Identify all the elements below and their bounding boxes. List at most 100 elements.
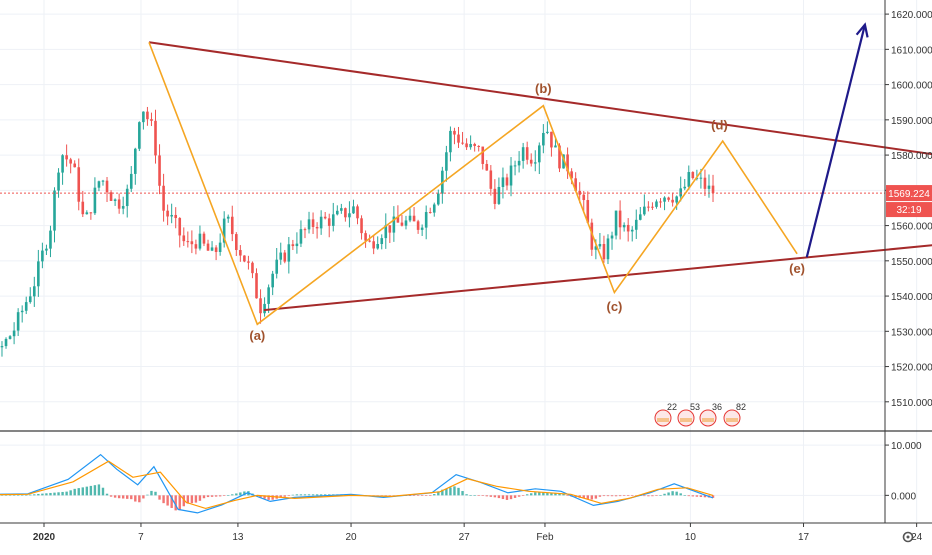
event-badge-count: 36 — [712, 402, 722, 412]
candle — [20, 305, 24, 323]
candle — [85, 210, 89, 215]
candle — [138, 121, 141, 152]
candle — [622, 222, 626, 232]
macd-histogram-bar — [25, 494, 28, 496]
candle — [634, 209, 638, 239]
macd-histogram-bar — [675, 491, 678, 496]
macd-histogram-bar — [231, 494, 234, 496]
projection-arrowhead — [855, 22, 869, 38]
candle — [65, 144, 68, 167]
macd-histogram-bar — [206, 495, 210, 498]
macd-histogram-bar — [315, 494, 319, 496]
candle — [348, 201, 351, 228]
candle — [4, 337, 8, 349]
macd-histogram-bar — [190, 495, 194, 504]
candle — [396, 205, 400, 223]
candle — [150, 112, 153, 127]
candle — [154, 109, 157, 164]
candle — [93, 177, 97, 216]
candle — [158, 144, 161, 195]
candle — [675, 195, 678, 210]
wave-label: (b) — [535, 81, 552, 96]
candle — [408, 208, 412, 223]
candle — [327, 213, 331, 238]
candle — [61, 154, 64, 185]
candle — [125, 184, 129, 218]
candle — [311, 212, 315, 234]
macd-histogram-bar — [49, 492, 52, 496]
macd-histogram-bar — [647, 495, 650, 497]
macd-histogram-bar — [449, 487, 452, 496]
candle — [41, 242, 44, 269]
macd-signal-line — [0, 460, 714, 510]
gear-icon[interactable] — [902, 531, 914, 543]
candle — [663, 196, 666, 211]
candle — [134, 147, 137, 185]
candle — [303, 227, 307, 239]
macd-histogram-bar — [473, 495, 476, 496]
candle — [97, 180, 101, 192]
macd-histogram-bar — [319, 494, 323, 496]
candle — [336, 205, 339, 216]
candle — [457, 126, 460, 148]
macd-histogram-bar — [41, 493, 44, 496]
macd-histogram-bar — [287, 495, 291, 496]
candle — [202, 231, 206, 247]
candle — [247, 255, 250, 270]
current-price-tag — [886, 185, 932, 202]
candle — [319, 210, 323, 235]
macd-histogram-bar — [198, 495, 202, 501]
candle — [73, 160, 77, 168]
macd-histogram-bar — [85, 486, 89, 496]
macd-histogram-bar — [4, 494, 8, 496]
macd-histogram-bar — [202, 495, 206, 499]
candle — [364, 230, 367, 248]
candle — [16, 308, 20, 336]
macd-histogram-bar — [437, 491, 440, 496]
candle — [49, 225, 52, 258]
macd-histogram-bar — [453, 486, 456, 496]
candle — [121, 196, 125, 215]
candle — [323, 211, 327, 220]
candle — [344, 207, 347, 222]
candle — [372, 235, 375, 255]
macd-histogram-bar — [586, 495, 589, 499]
y-tick-label: 1510.000 — [891, 398, 932, 409]
candle — [477, 145, 481, 152]
candle — [142, 111, 145, 130]
candle — [271, 270, 274, 296]
macd-histogram-bar — [558, 492, 561, 496]
candle — [37, 249, 40, 297]
candle — [166, 204, 169, 226]
macd-histogram-bar — [126, 495, 129, 499]
macd-histogram-bar — [45, 493, 48, 496]
candle — [226, 214, 230, 223]
macd-histogram-bar — [481, 495, 484, 496]
countdown-tag — [886, 202, 932, 218]
candle — [445, 145, 448, 182]
macd-histogram-bar — [461, 491, 464, 496]
macd-histogram-bar — [671, 491, 674, 496]
macd-histogram-bar — [53, 492, 56, 496]
axis-layer: 1510.000 1520.000 1530.000 1540.000 1550.000… — [0, 0, 932, 543]
macd-tick-label: 0.000 — [891, 491, 916, 502]
macd-histogram-bar — [271, 495, 274, 500]
macd-histogram-bar — [582, 495, 585, 499]
candle — [639, 207, 642, 221]
candle — [667, 196, 670, 202]
candle — [614, 210, 618, 240]
macd-histogram-bar — [550, 492, 553, 496]
candle — [69, 157, 72, 174]
y-tick-label: 1600.000 — [891, 81, 932, 92]
macd-histogram-bar — [663, 493, 666, 496]
event-badge-count: 22 — [667, 402, 677, 412]
macd-histogram-bar — [97, 484, 101, 496]
x-tick-label: 17 — [798, 532, 810, 543]
macd-histogram-bar — [33, 494, 36, 496]
candle — [420, 224, 424, 237]
macd-histogram-bar — [130, 495, 133, 500]
macd-histogram-bar — [505, 495, 509, 500]
macd-histogram-bar — [259, 495, 262, 498]
